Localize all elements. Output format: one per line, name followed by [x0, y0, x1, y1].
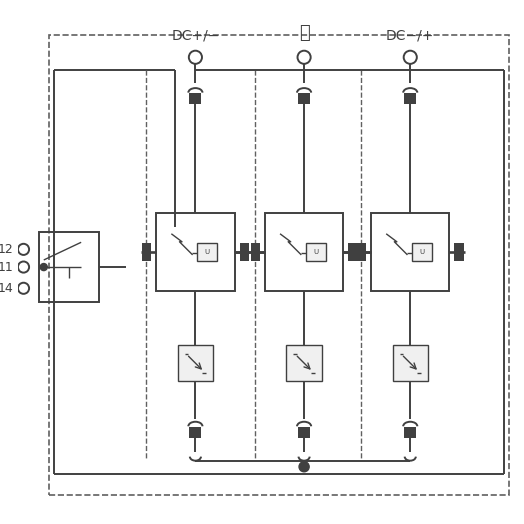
- Text: DC−/+: DC−/+: [386, 28, 434, 42]
- FancyBboxPatch shape: [178, 345, 213, 381]
- Text: ⏚: ⏚: [299, 24, 310, 42]
- FancyBboxPatch shape: [305, 243, 326, 261]
- Bar: [404, 427, 417, 438]
- Bar: [251, 243, 260, 261]
- Bar: [348, 243, 357, 261]
- Bar: [357, 243, 366, 261]
- Circle shape: [40, 264, 47, 270]
- Text: 12: 12: [0, 243, 14, 256]
- Circle shape: [299, 462, 309, 472]
- Bar: [298, 93, 310, 104]
- Text: 11: 11: [0, 260, 14, 274]
- Bar: [454, 243, 464, 261]
- Text: U: U: [204, 249, 210, 255]
- Text: U: U: [313, 249, 319, 255]
- FancyBboxPatch shape: [412, 243, 432, 261]
- Bar: [404, 93, 417, 104]
- Bar: [189, 427, 201, 438]
- Bar: [142, 243, 151, 261]
- Bar: [298, 427, 310, 438]
- FancyBboxPatch shape: [392, 345, 428, 381]
- FancyBboxPatch shape: [287, 345, 322, 381]
- Bar: [189, 93, 201, 104]
- Bar: [239, 243, 249, 261]
- Text: DC+/−: DC+/−: [171, 28, 220, 42]
- FancyBboxPatch shape: [197, 243, 217, 261]
- Text: 14: 14: [0, 282, 14, 295]
- Text: U: U: [419, 249, 424, 255]
